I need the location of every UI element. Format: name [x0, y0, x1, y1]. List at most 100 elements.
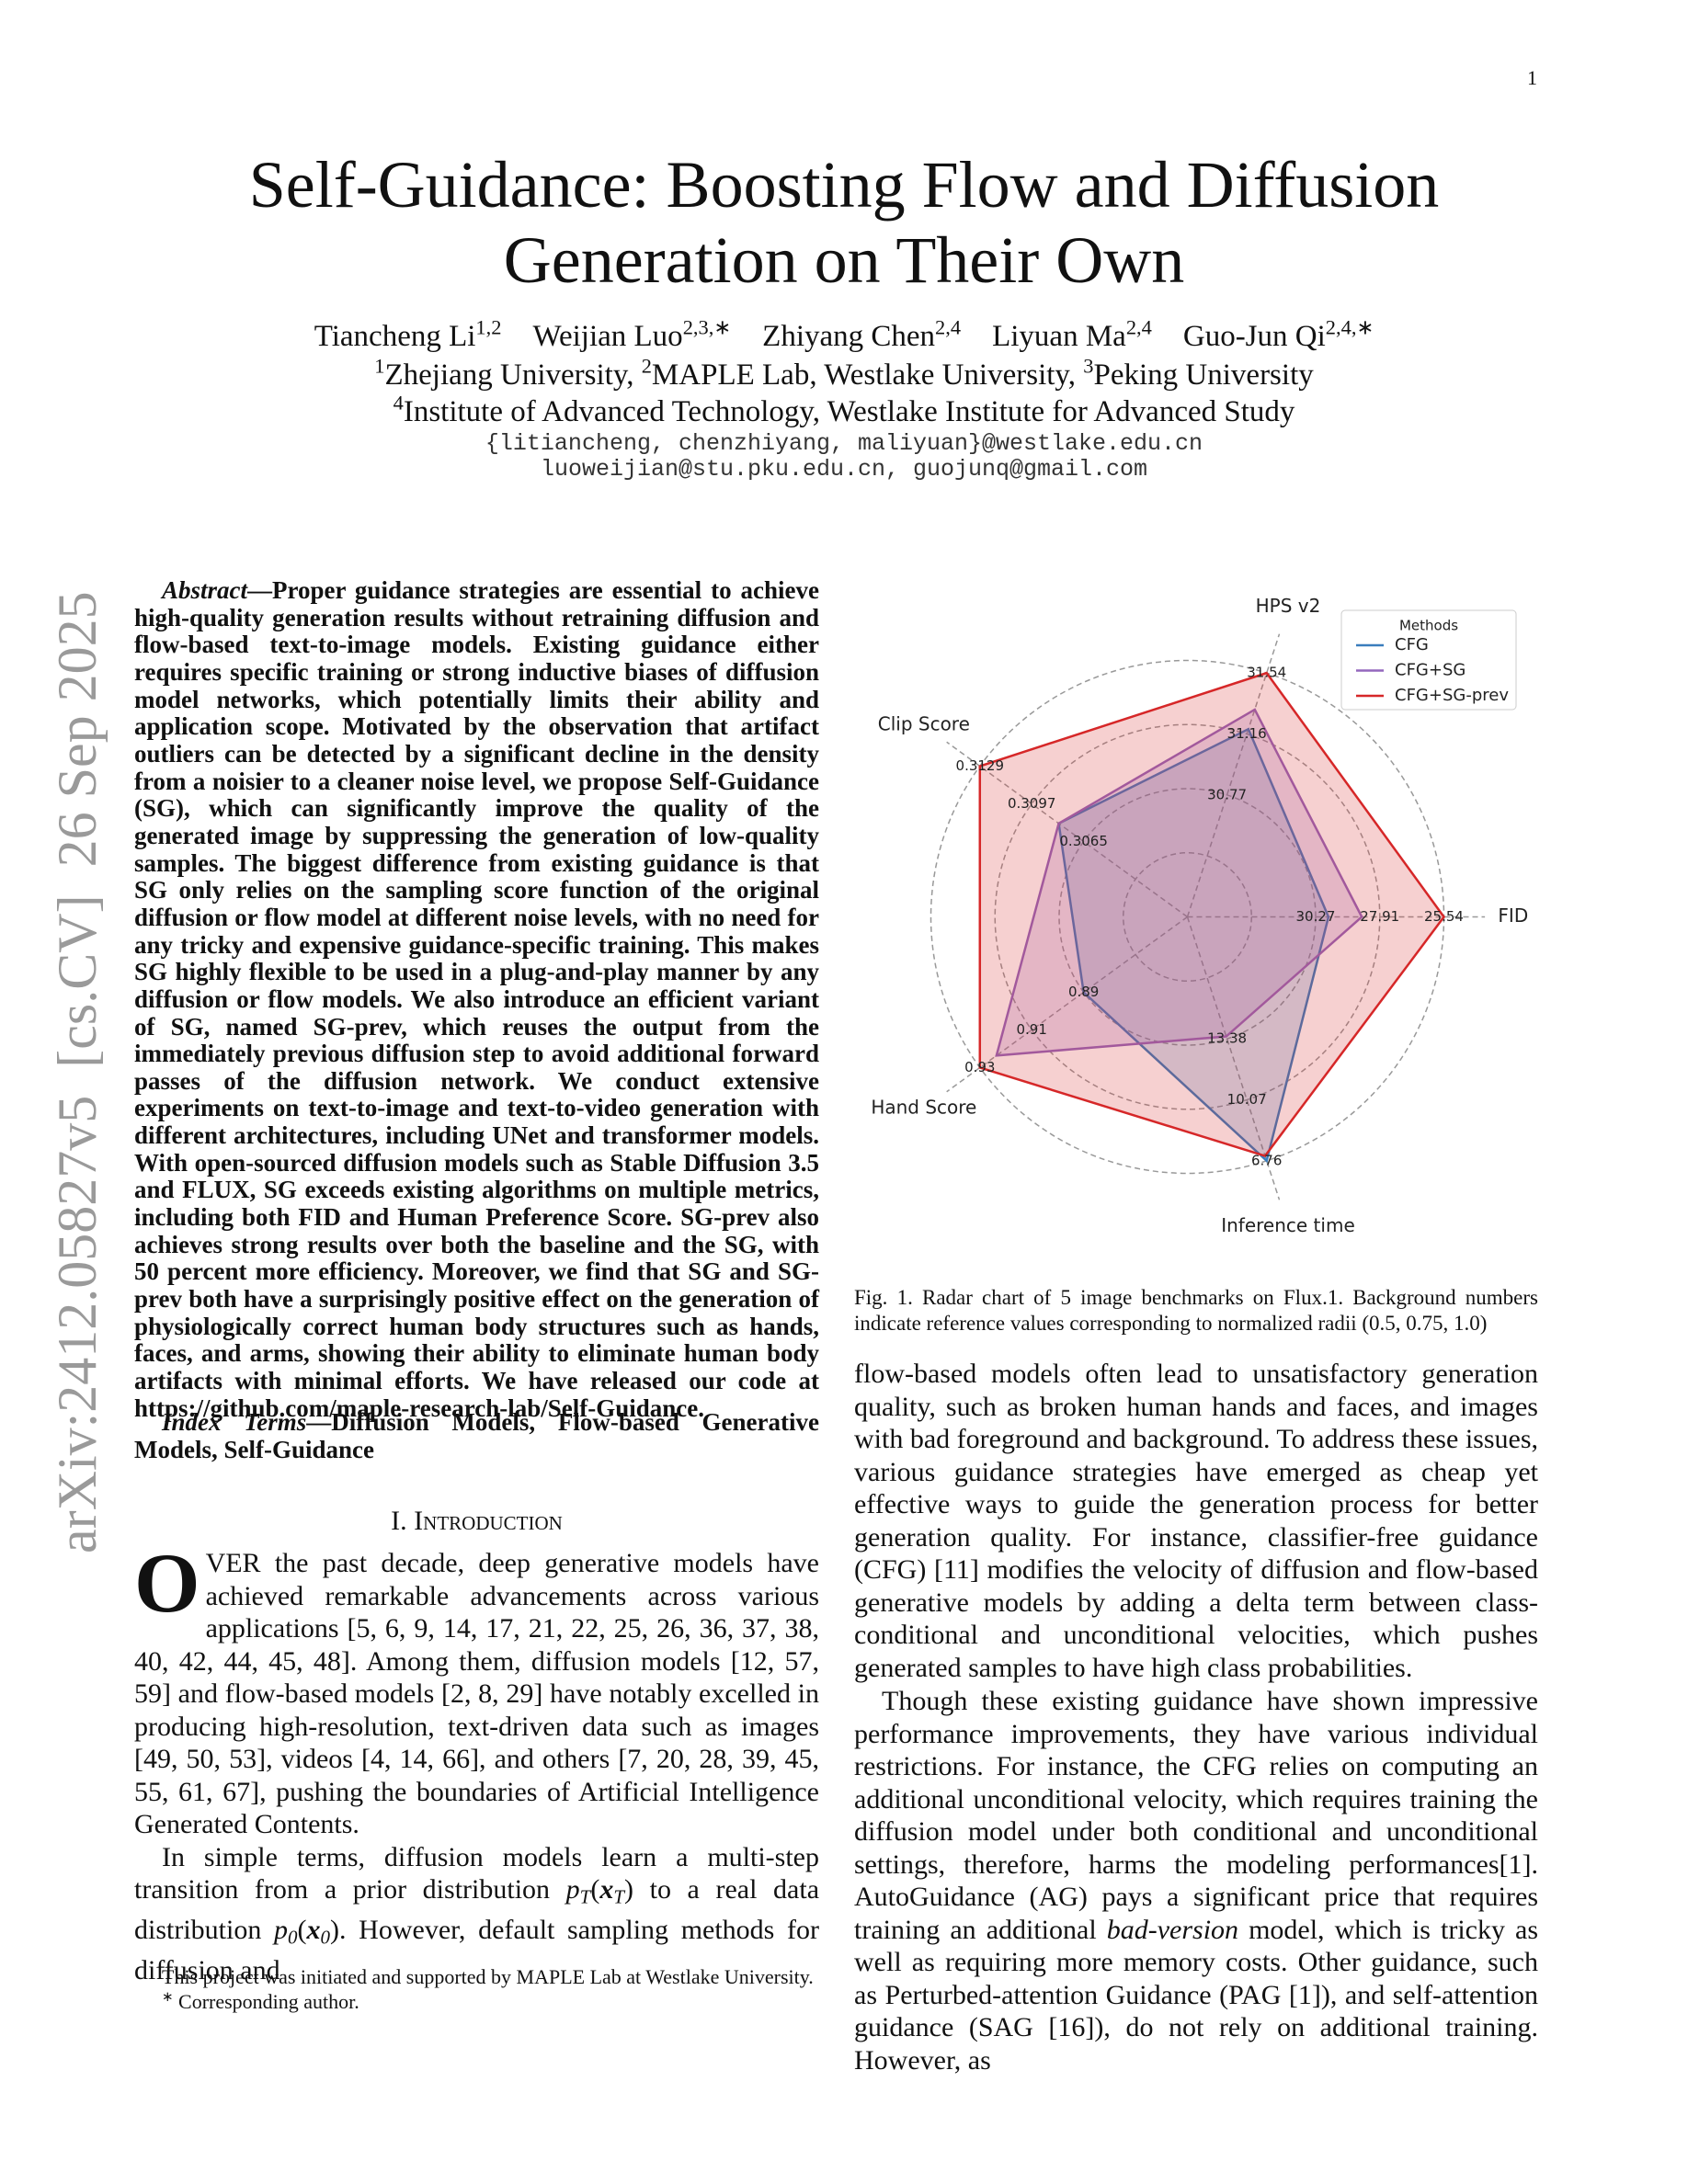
- email: {litiancheng, chenzhiyang, maliyuan}@wes…: [485, 430, 1203, 457]
- authors: Tiancheng Li1,2 Weijian Luo2,3,∗ Zhiyang C…: [0, 317, 1688, 354]
- author: Liyuan Ma2,4: [992, 317, 1152, 353]
- email: luoweijian@stu.pku.edu.cn, guojunq@gmail…: [540, 456, 1148, 483]
- tick-label: 0.3129: [956, 757, 1005, 774]
- text-run: ): [624, 1874, 634, 1905]
- grid-ring: [1123, 852, 1252, 982]
- tick-label: 13.38: [1207, 1030, 1247, 1047]
- tick-label: 0.93: [964, 1059, 995, 1075]
- affiliation-text: Zhejiang University,: [384, 358, 642, 392]
- text-run: (: [297, 1914, 307, 1945]
- footnote: ∗ Corresponding author.: [134, 1989, 819, 2014]
- affiliation-text: Institute of Advanced Technology, Westla…: [403, 395, 1295, 428]
- text-run: T: [579, 1885, 591, 1908]
- author-sup: 2,4: [1125, 315, 1152, 339]
- text-run: In simple terms, diffusion models learn …: [134, 1841, 819, 1905]
- footnote-text: Corresponding author.: [173, 1990, 359, 2013]
- radar-chart: 30.77 31.16 31.54 HPS v2 30.27 27.91 25.54 FID 1…: [871, 595, 1528, 1236]
- text-run: p: [274, 1914, 289, 1945]
- affiliation: 4Institute of Advanced Technology, Westl…: [0, 391, 1688, 429]
- tick-label: 25.54: [1424, 908, 1464, 925]
- arxiv-stamp: arXiv:2412.05827v5 [cs.CV] 26 Sep 2025: [47, 591, 108, 1553]
- page-number: 1: [1527, 66, 1537, 89]
- axis-label: Inference time: [1221, 1214, 1355, 1236]
- axis-spoke: [1186, 916, 1281, 1200]
- footnote: This project was initiated and supported…: [162, 1965, 814, 1988]
- tick-label: 10.07: [1227, 1091, 1267, 1108]
- intro: O VER the past decade, deep generative mo…: [134, 1541, 819, 1987]
- grid-ring: [1058, 788, 1317, 1046]
- footnotes: This project was initiated and supported…: [134, 1964, 819, 2014]
- affiliation-text: MAPLE Lab, Westlake University,: [651, 358, 1084, 392]
- text-run: bad-version: [1106, 1914, 1239, 1945]
- figure-caption: Fig. 1. Radar chart of 5 image benchmark…: [854, 1286, 1538, 1335]
- text-run: 0: [288, 1926, 298, 1948]
- affiliation-sup: 2: [641, 354, 652, 378]
- author-sup: 2,3,∗: [682, 315, 732, 339]
- section-heading: I. Introduction: [391, 1506, 563, 1536]
- author: Guo-Jun Qi2,4,∗: [1182, 317, 1374, 353]
- grid-ring: [994, 723, 1381, 1110]
- tick-label: 27.91: [1360, 908, 1399, 925]
- affiliation-sup: 1: [374, 354, 385, 378]
- tick-label: 0.91: [1017, 1021, 1047, 1038]
- author-name: Weijian Luo: [532, 320, 683, 353]
- paragraph-text: VER the past decade, deep generative mod…: [134, 1548, 819, 1839]
- text-run: 0: [320, 1926, 331, 1948]
- author-name: Zhiyang Chen: [762, 320, 936, 353]
- series-area: [995, 708, 1363, 1057]
- series-area: [1057, 727, 1330, 1164]
- abstract-label: Abstract: [162, 576, 248, 604]
- abstract-text: —Proper guidance strategies are essentia…: [134, 576, 819, 1422]
- series-area: [978, 671, 1446, 1157]
- tick-label: 30.27: [1296, 908, 1336, 925]
- author-sup: 2,4: [935, 315, 962, 339]
- index-label: Index Terms: [162, 1408, 307, 1436]
- affiliation-sup: 4: [393, 391, 404, 415]
- author: Weijian Luo2,3,∗: [532, 317, 731, 353]
- text-run: x: [599, 1874, 614, 1905]
- axis-spoke: [946, 741, 1188, 918]
- tick-label: 0.89: [1068, 984, 1099, 1000]
- index-terms: Index Terms—Diffusion Models, Flow-based…: [134, 1408, 819, 1463]
- tick-label: 31.54: [1247, 665, 1286, 681]
- paragraph: In simple terms, diffusion models learn …: [134, 1841, 819, 1987]
- legend-label: CFG+SG-prev: [1395, 686, 1509, 705]
- author-sup: 1,2: [475, 315, 502, 339]
- axis-label: HPS v2: [1256, 595, 1321, 617]
- abstract: Abstract—Proper guidance strategies are …: [134, 576, 819, 1422]
- author-sup: 2,4,∗: [1325, 315, 1374, 339]
- legend-label: CFG+SG: [1395, 661, 1466, 680]
- author-name: Liyuan Ma: [992, 320, 1126, 353]
- tick-label: 31.16: [1227, 725, 1267, 742]
- paragraph: flow-based models often lead to unsatisf…: [854, 1359, 1538, 1683]
- affiliation: 1Zhejiang University, 2MAPLE Lab, Westla…: [0, 354, 1688, 392]
- text-run: (: [590, 1874, 600, 1905]
- author: Zhiyang Chen2,4: [762, 317, 961, 353]
- footnote-mark: ∗: [162, 1989, 174, 2005]
- legend-title: Methods: [1399, 618, 1458, 634]
- text-run: x: [306, 1914, 321, 1945]
- tick-label: 0.3097: [1008, 795, 1056, 812]
- legend-box: [1340, 609, 1517, 711]
- tick-label: 0.3065: [1059, 833, 1108, 849]
- author-name: Guo-Jun Qi: [1182, 320, 1326, 353]
- legend-label: CFG: [1395, 635, 1429, 654]
- tick-label: 6.76: [1251, 1152, 1282, 1168]
- text-run: ): [330, 1914, 340, 1945]
- paragraph: Though these existing guidance have show…: [854, 1685, 1538, 2076]
- axis-spoke: [1186, 633, 1281, 917]
- text-run: T: [613, 1885, 625, 1908]
- author-name: Tiancheng Li: [314, 320, 476, 353]
- axis-label: Clip Score: [878, 713, 970, 735]
- axis-label: Hand Score: [871, 1096, 976, 1118]
- tick-label: 30.77: [1207, 786, 1247, 802]
- text-run: model, which is tricky as well as requir…: [854, 1914, 1538, 2076]
- text-run: p: [565, 1874, 580, 1905]
- paragraph: O VER the past decade, deep generative mo…: [134, 1541, 819, 1841]
- text-run: to a real data distribution: [134, 1874, 820, 1945]
- affiliation-text: Peking University: [1093, 358, 1314, 392]
- title: Self-Guidance: Boosting Flow and Diffusi…: [248, 148, 1440, 297]
- index-text: —Diffusion Models, Flow-based Generative…: [134, 1408, 819, 1463]
